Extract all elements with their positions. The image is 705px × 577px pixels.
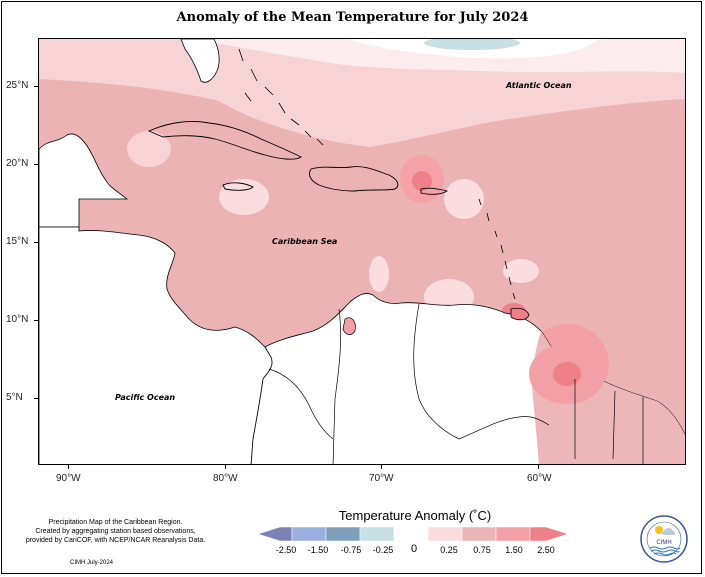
legend-swatch <box>359 527 395 541</box>
legend-tick-label: 0 <box>410 543 418 555</box>
legend-swatch <box>258 527 293 541</box>
legend-swatch <box>495 527 531 541</box>
lon-tick <box>538 465 539 469</box>
legend-swatch <box>461 527 497 541</box>
anomaly-field-cool <box>424 39 520 50</box>
caribbean-sea-label: Caribbean Sea <box>272 237 338 246</box>
legend-swatch <box>529 527 568 541</box>
florida-landmass <box>180 39 220 83</box>
map-title: Anomaly of the Mean Temperature for July… <box>176 10 529 25</box>
legend-tick-label: 1.50 <box>505 545 523 555</box>
credit-text: Precipitation Map of the Caribbean Regio… <box>18 518 213 545</box>
legend-swatch <box>393 527 429 541</box>
cuba-island <box>147 120 302 160</box>
legend-tick-label: 0.25 <box>440 545 458 555</box>
date-label: CIMH July-2024 <box>70 560 114 566</box>
trinidad-island <box>510 307 530 321</box>
anomaly-patch <box>127 131 171 167</box>
bahamas-islands <box>238 48 324 146</box>
lon-label: 90°W <box>56 473 81 484</box>
legend-tick-label: -1.50 <box>307 545 329 555</box>
atlantic-ocean-label: Atlantic Ocean <box>506 81 572 90</box>
pacific-ocean-label: Pacific Ocean <box>115 393 176 402</box>
map-panel <box>38 38 686 465</box>
lon-label: 80°W <box>213 473 238 484</box>
legend-title: Temperature Anomaly (˚C) <box>338 508 492 523</box>
cimh-logo: CIMH <box>640 515 688 563</box>
lon-tick <box>381 465 382 469</box>
lat-tick <box>34 320 38 321</box>
lon-label: 70°W <box>369 473 394 484</box>
border-line <box>458 416 550 440</box>
lat-label: 20°N <box>6 158 29 169</box>
lon-tick <box>225 465 226 469</box>
credit-line: provided by CariCOF, with NCEP/NCAR Rean… <box>25 537 206 544</box>
anomaly-patch <box>369 256 389 292</box>
lat-tick <box>34 164 38 165</box>
credit-line: Created by aggregating station based obs… <box>35 528 196 535</box>
legend-tick-label: -2.50 <box>275 545 297 555</box>
border-line <box>413 303 460 440</box>
lat-tick <box>34 86 38 87</box>
puerto-rico-island <box>420 187 449 195</box>
anomaly-patch <box>219 179 269 215</box>
legend-tick-label: -0.75 <box>340 545 362 555</box>
lat-tick <box>34 398 38 399</box>
legend-tick-label: 0.75 <box>473 545 491 555</box>
lon-tick <box>68 465 69 469</box>
legend-tick-label: -0.25 <box>372 545 394 555</box>
lon-label: 60°W <box>527 473 552 484</box>
legend-swatch <box>427 527 463 541</box>
border-line <box>332 308 342 464</box>
credit-line: Precipitation Map of the Caribbean Regio… <box>48 519 183 526</box>
border-line <box>612 390 616 460</box>
lat-label: 5°N <box>6 392 23 403</box>
lake-maracaibo <box>342 317 356 335</box>
legend-tick-label: 2.50 <box>537 545 555 555</box>
logo-text: CIMH <box>656 540 671 546</box>
lat-label: 10°N <box>6 314 29 325</box>
border-line <box>268 368 334 440</box>
lat-label: 25°N <box>6 80 29 91</box>
lat-label: 15°N <box>6 236 29 247</box>
anomaly-patch <box>503 259 539 283</box>
legend-swatch <box>325 527 361 541</box>
anomaly-hotspot <box>412 171 432 191</box>
jamaica-island <box>222 182 254 191</box>
lat-tick <box>34 242 38 243</box>
anomaly-patch <box>444 179 484 219</box>
guianas-hotspot-core <box>553 362 581 386</box>
legend-swatch <box>291 527 327 541</box>
lesser-antilles-islands <box>478 198 516 300</box>
legend-colorbar <box>258 527 568 541</box>
yucatan-landmass <box>39 133 129 228</box>
anomaly-map <box>39 39 685 464</box>
hispaniola-island <box>308 166 399 192</box>
